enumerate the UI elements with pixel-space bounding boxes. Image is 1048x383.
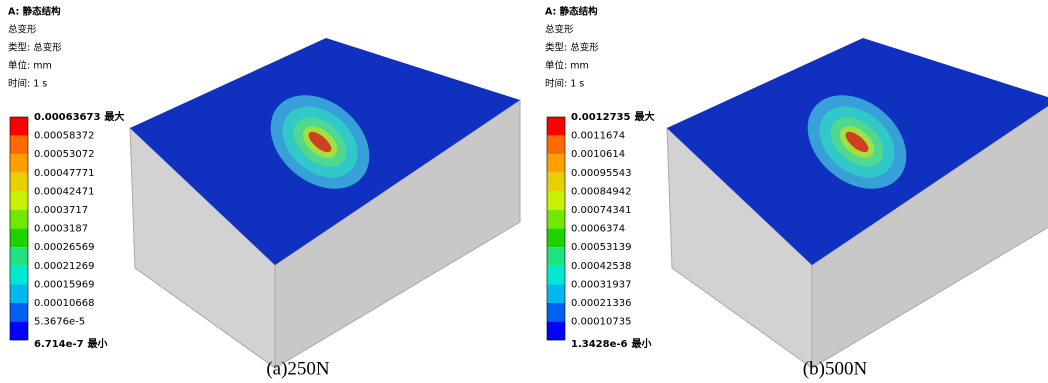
legend-label: 6.714e-7	[34, 339, 84, 350]
caption: (b)500N	[803, 358, 868, 379]
caption: (a)250N	[266, 358, 330, 379]
legend-swatch	[10, 117, 28, 136]
header-line: 单位: mm	[8, 60, 52, 72]
legend-swatch	[547, 284, 565, 303]
legend-label: 0.0012735	[571, 112, 631, 123]
header-line: 总变形	[545, 24, 574, 36]
header-line: 总变形	[8, 24, 37, 36]
legend-swatch	[10, 136, 28, 155]
legend-swatch	[10, 284, 28, 303]
legend-label: 0.00047771	[34, 168, 94, 179]
min-label: 最小	[631, 337, 651, 350]
figure: A: 静态结构总变形类型: 总变形单位: mm时间: 1 s0.00063673…	[0, 0, 1048, 383]
legend-label: 0.00053139	[571, 242, 631, 253]
legend-swatch	[547, 117, 565, 136]
max-label: 最大	[104, 110, 124, 123]
legend-label: 0.00053072	[34, 149, 94, 160]
max-label: 最大	[634, 110, 654, 123]
legend-swatch	[10, 229, 28, 248]
header-line: 时间: 1 s	[545, 78, 584, 90]
legend-label: 0.00042471	[34, 186, 94, 197]
header-line: 类型: 总变形	[545, 42, 599, 54]
legend-label: 0.00058372	[34, 131, 94, 142]
legend-label: 0.0003187	[34, 224, 88, 235]
legend-label: 1.3428e-6	[571, 339, 628, 350]
header-line: A: 静态结构	[545, 6, 598, 18]
legend-swatch	[10, 173, 28, 192]
legend-swatch	[10, 247, 28, 266]
canvas: A: 静态结构总变形类型: 总变形单位: mm时间: 1 s0.00063673…	[0, 0, 1048, 383]
legend-swatch	[547, 229, 565, 248]
legend-label: 5.3676e-5	[34, 317, 85, 328]
legend-swatch	[547, 173, 565, 192]
legend-swatch	[547, 322, 565, 341]
legend-label: 0.0006374	[571, 224, 625, 235]
header-line: A: 静态结构	[8, 6, 61, 18]
legend-swatch	[547, 303, 565, 322]
legend-swatch	[547, 154, 565, 173]
legend-swatch	[547, 266, 565, 285]
legend-label: 0.00015969	[34, 279, 94, 290]
legend-label: 0.00026569	[34, 242, 94, 253]
legend-swatch	[547, 136, 565, 155]
legend-label: 0.00021269	[34, 261, 94, 272]
legend-label: 0.00074341	[571, 205, 631, 216]
legend-label: 0.00031937	[571, 279, 631, 290]
header-line: 单位: mm	[545, 60, 589, 72]
legend-label: 0.00063673	[34, 112, 100, 123]
legend-label: 0.00084942	[571, 186, 631, 197]
legend-swatch	[547, 247, 565, 266]
legend-swatch	[10, 154, 28, 173]
header-line: 类型: 总变形	[8, 42, 62, 54]
legend-swatch	[547, 210, 565, 229]
legend-label: 0.00095543	[571, 168, 631, 179]
legend-label: 0.0003717	[34, 205, 88, 216]
legend-label: 0.00010668	[34, 298, 94, 309]
legend-swatch	[10, 266, 28, 285]
legend-label: 0.0011674	[571, 131, 625, 142]
legend-label: 0.00042538	[571, 261, 631, 272]
legend-swatch	[10, 191, 28, 210]
legend-label: 0.00021336	[571, 298, 631, 309]
legend-swatch	[10, 322, 28, 341]
legend-swatch	[10, 303, 28, 322]
min-label: 最小	[88, 337, 108, 350]
legend-label: 0.0010614	[571, 149, 625, 160]
legend-swatch	[10, 210, 28, 229]
legend-label: 0.00010735	[571, 317, 631, 328]
legend-swatch	[547, 191, 565, 210]
header-line: 时间: 1 s	[8, 78, 47, 90]
